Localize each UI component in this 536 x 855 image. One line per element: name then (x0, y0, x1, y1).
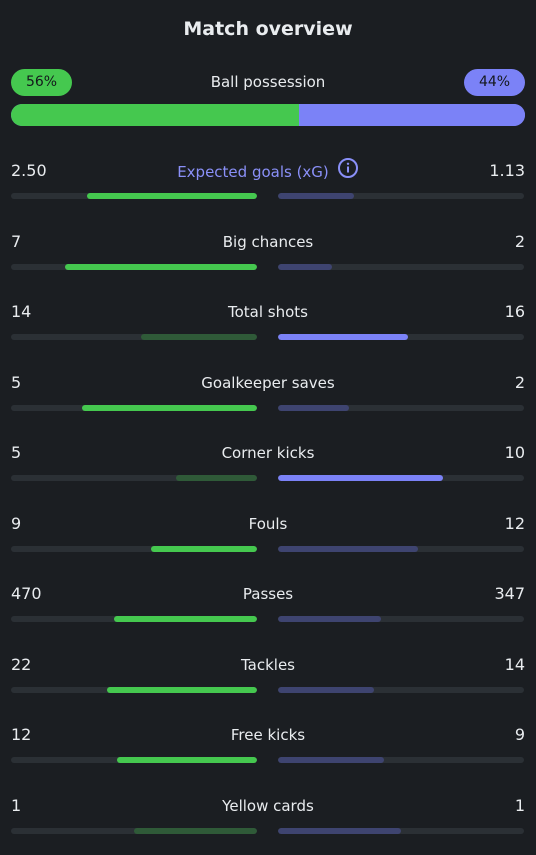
home-value: 14 (11, 302, 32, 321)
away-value: 347 (494, 584, 525, 603)
stat-row-xg: 2.50 Expected goals (xG) 1.13 (11, 157, 525, 200)
away-bar-track (278, 404, 524, 411)
away-bar-track (278, 475, 524, 481)
home-bar-track (11, 686, 257, 693)
info-icon[interactable] (337, 157, 359, 185)
stat-label-text: Fouls (248, 514, 288, 533)
home-value: 22 (11, 654, 32, 674)
stat-label: Passes (11, 583, 525, 605)
away-bar-track (278, 334, 524, 340)
home-bar-track (11, 545, 257, 552)
away-bar-fill (278, 686, 374, 693)
stat-row-corner-kicks: 5 Corner kicks 10 (11, 442, 525, 482)
stat-label[interactable]: Expected goals (xG) (11, 157, 525, 185)
home-value: 9 (11, 513, 22, 533)
stat-label-text: Big chances (222, 232, 314, 251)
away-value: 9 (514, 725, 525, 744)
away-bar-fill (278, 334, 409, 340)
home-bar-fill (106, 686, 257, 693)
stat-label: Total shots (11, 301, 525, 323)
away-bar-fill (278, 616, 382, 622)
stat-label-text: Expected goals (xG) (177, 163, 329, 181)
away-bar-fill (278, 545, 419, 552)
stat-label-text: Corner kicks (221, 444, 315, 462)
away-value: 1 (514, 795, 525, 815)
home-value: 5 (11, 372, 22, 392)
stat-row-big-chances: 7 Big chances 2 (11, 231, 525, 271)
stat-row-fouls: 9 Fouls 12 (11, 513, 525, 553)
away-bar-fill (278, 193, 355, 199)
home-bar-track (11, 334, 257, 340)
home-bar-track (11, 827, 257, 834)
stat-label-text: Goalkeeper saves (201, 373, 335, 392)
stat-label-text: Free kicks (230, 726, 306, 744)
stat-row-free-kicks: 12 Free kicks 9 (11, 724, 525, 764)
away-bar-fill (278, 404, 350, 411)
home-bar-fill (114, 616, 257, 622)
stat-row-goalkeeper-saves: 5 Goalkeeper saves 2 (11, 372, 525, 412)
home-bar-fill (175, 475, 257, 481)
home-bar-fill (65, 263, 257, 270)
home-bar-fill (82, 404, 257, 411)
possession-bar-home (11, 104, 299, 126)
away-value: 16 (504, 302, 525, 321)
home-bar-track (11, 404, 257, 411)
home-bar-fill (151, 545, 257, 552)
stat-row-tackles: 22 Tackles 14 (11, 654, 525, 694)
away-bar-fill (278, 263, 333, 270)
stat-label: Corner kicks (11, 442, 525, 464)
home-value: 7 (11, 231, 22, 251)
possession-label: Ball possession (210, 73, 326, 91)
home-bar-track (11, 193, 257, 199)
stat-label: Fouls (11, 513, 525, 535)
stat-row-total-shots: 14 Total shots 16 (11, 301, 525, 341)
away-bar-fill (278, 827, 401, 834)
away-value: 1.13 (489, 161, 525, 180)
away-value: 10 (504, 443, 525, 462)
stat-label-text: Tackles (240, 655, 296, 674)
stat-label: Free kicks (11, 724, 525, 746)
away-bar-track (278, 616, 524, 622)
stat-row-passes: 470 Passes 347 (11, 583, 525, 623)
home-value: 2.50 (11, 161, 47, 180)
away-bar-fill (278, 757, 384, 763)
away-bar-track (278, 193, 524, 199)
stat-label: Yellow cards (11, 795, 525, 817)
away-value: 12 (504, 513, 525, 533)
away-bar-track (278, 827, 524, 834)
home-value: 1 (11, 795, 22, 815)
stat-row-yellow-cards: 1 Yellow cards 1 (11, 795, 525, 835)
stat-label: Tackles (11, 654, 525, 676)
home-value: 5 (11, 443, 22, 462)
home-bar-track (11, 616, 257, 622)
away-bar-track (278, 686, 524, 693)
home-bar-fill (134, 827, 257, 834)
away-value: 14 (504, 654, 525, 674)
home-value: 12 (11, 725, 32, 744)
home-possession-badge: 56% (11, 69, 72, 96)
home-bar-track (11, 757, 257, 763)
stat-label: Big chances (11, 231, 525, 253)
stat-label: Goalkeeper saves (11, 372, 525, 394)
away-bar-fill (278, 475, 443, 481)
home-bar-track (11, 263, 257, 270)
away-bar-track (278, 263, 524, 270)
stat-label-text: Passes (242, 585, 294, 603)
away-bar-track (278, 545, 524, 552)
stat-label-text: Yellow cards (222, 796, 314, 815)
away-value: 2 (514, 231, 525, 251)
home-bar-fill (116, 757, 257, 763)
home-bar-track (11, 475, 257, 481)
home-bar-fill (87, 193, 257, 199)
away-value: 2 (514, 372, 525, 392)
away-bar-track (278, 757, 524, 763)
possession-bar-away (298, 104, 525, 126)
possession-header: 56% Ball possession 44% (11, 69, 525, 96)
home-value: 470 (11, 584, 42, 603)
away-possession-badge: 44% (464, 69, 525, 96)
home-bar-fill (141, 334, 257, 340)
panel-title: Match overview (183, 18, 353, 40)
stat-label-text: Total shots (228, 303, 308, 321)
possession-bar (11, 104, 525, 126)
